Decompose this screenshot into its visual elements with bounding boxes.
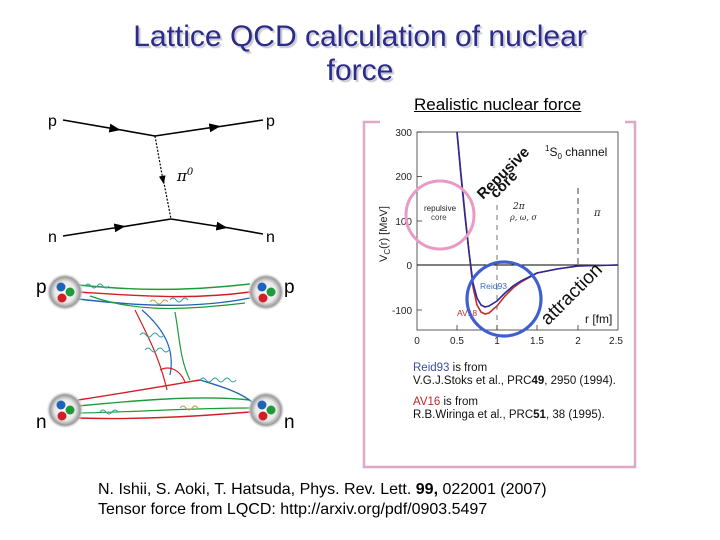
region-pi-label: π xyxy=(593,208,601,219)
nucleon-blob-bottom-right xyxy=(247,391,285,429)
quark-label-n-right: n xyxy=(284,412,295,433)
reference-av-name: AV16 xyxy=(413,396,441,408)
quark-label-n-left: n xyxy=(36,412,47,433)
region-mesons-label: ρ, ω, σ xyxy=(509,213,537,222)
reference-av-cite: R.B.Wiringa et al., PRC xyxy=(413,409,534,421)
reference-av-volume: 51 xyxy=(533,409,546,421)
quark-label-p-right: p xyxy=(284,277,295,298)
xtick-1: 1 xyxy=(494,336,500,347)
xtick-1.5: 1.5 xyxy=(530,336,544,347)
feynman-label-p-in: p xyxy=(48,113,57,130)
footer-line-1: N. Ishii, S. Aoki, T. Hatsuda, Phys. Rev… xyxy=(98,481,547,498)
slide-title: Lattice QCD calculation of nuclear force xyxy=(0,20,720,88)
feynman-diagram: p p n n π0 xyxy=(48,113,275,246)
legend-reid93: Reid93 xyxy=(480,281,507,291)
y-axis-label: VC(r) [MeV] xyxy=(378,206,392,262)
reference-av: AV16 is from R.B.Wiringa et al., PRC51, … xyxy=(413,396,616,422)
title-line-1: Lattice QCD calculation of nuclear xyxy=(133,20,587,53)
pion-label: π0 xyxy=(176,167,194,185)
region-core-label-1: repulsive xyxy=(424,204,457,213)
reference-reid93-name: Reid93 xyxy=(413,362,450,374)
feynman-label-p-out: p xyxy=(266,113,275,130)
reference-reid93-pages: , 2950 (1994). xyxy=(544,375,616,387)
ytick-minus100: -100 xyxy=(392,306,412,317)
title-line-2: force xyxy=(326,54,394,87)
reference-reid93: Reid93 is from V.G.J.Stoks et al., PRC49… xyxy=(413,362,616,388)
quark-label-p-left: p xyxy=(36,277,47,298)
curve-reid93 xyxy=(456,131,619,308)
subtitle: Realistic nuclear force xyxy=(414,95,582,114)
references-block: Reid93 is from V.G.J.Stoks et al., PRC49… xyxy=(413,362,616,430)
attraction-highlight-circle xyxy=(465,260,543,338)
repulsive-core-highlight-circle xyxy=(404,179,476,251)
reference-av-suffix: is from xyxy=(440,396,478,408)
feynman-label-n-out: n xyxy=(266,229,275,246)
region-2pi-label: 2π xyxy=(512,202,526,212)
xtick-2: 2 xyxy=(575,336,581,347)
nucleon-blob-bottom-left xyxy=(46,391,84,429)
xtick-2.5: 2.5 xyxy=(609,336,623,347)
reference-av-pages: , 38 (1995). xyxy=(545,409,605,421)
feynman-label-n-in: n xyxy=(48,229,57,246)
reference-reid93-volume: 49 xyxy=(531,375,545,387)
footer-citation: N. Ishii, S. Aoki, T. Hatsuda, Phys. Rev… xyxy=(98,480,547,520)
region-core-label-2: core xyxy=(431,213,447,222)
chart-frame xyxy=(362,120,637,469)
xtick-0.5: 0.5 xyxy=(450,336,464,347)
nucleon-blob-top-left xyxy=(46,273,84,311)
ytick-100: 100 xyxy=(395,217,412,228)
channel-label: 1S0 channel xyxy=(545,144,607,161)
footer-line-2: Tensor force from LQCD: http://arxiv.org… xyxy=(98,501,488,518)
reference-reid93-suffix: is from xyxy=(449,362,488,374)
quark-gluon-diagram: p p n n xyxy=(36,273,295,433)
potential-chart: 300 200 100 0 -100 0 0.5 1 1.5 2 2.5 VC(… xyxy=(378,128,623,347)
reference-reid93-cite: V.G.J.Stoks et al., PRC xyxy=(413,375,532,387)
xtick-0: 0 xyxy=(414,336,420,347)
ytick-0: 0 xyxy=(406,261,412,272)
ytick-300: 300 xyxy=(395,128,412,139)
legend-av18: AV18 xyxy=(457,308,477,318)
x-axis-label: r [fm] xyxy=(585,312,612,326)
ytick-200: 200 xyxy=(395,172,412,183)
nucleon-blob-top-right xyxy=(247,273,285,311)
